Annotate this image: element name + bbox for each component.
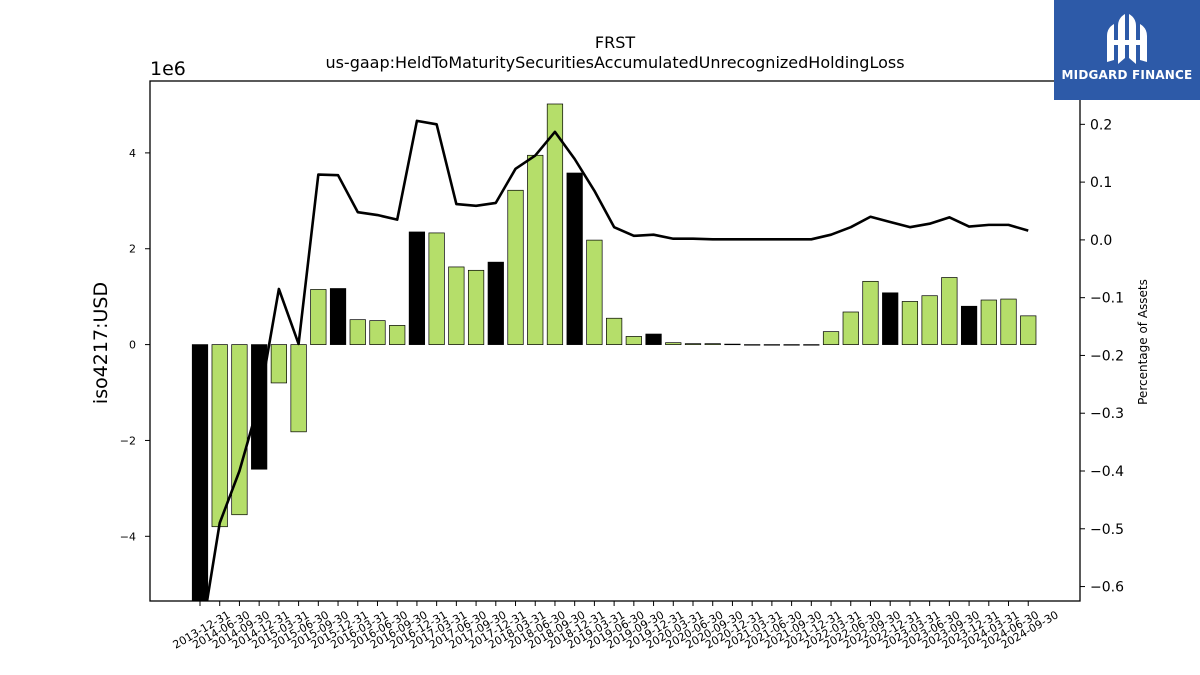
- bar-2022-06-30: [842, 311, 859, 345]
- y-tick-label: −4: [120, 530, 136, 543]
- bar-2022-03-31: [822, 331, 840, 345]
- y2-tick-label: 0.1: [1090, 175, 1112, 191]
- y2-tick-label: 0.0: [1090, 233, 1112, 249]
- bar-2017-06-30: [448, 266, 465, 345]
- bar-2021-12-31: [803, 344, 820, 346]
- y-tick-label: 4: [129, 147, 136, 160]
- bar-2017-03-31: [428, 232, 445, 345]
- y-multiplier-label: 1e6: [150, 58, 186, 80]
- bar-2023-06-30: [921, 295, 938, 345]
- bar-2021-06-30: [763, 344, 780, 346]
- y2-axis-label: Percentage of Assets: [1136, 279, 1150, 405]
- bar-2013-12-31: [191, 344, 209, 601]
- y2-tick-label: −0.4: [1090, 464, 1124, 480]
- bar-2018-03-31: [507, 189, 524, 345]
- bar-2021-09-30: [783, 344, 800, 346]
- bar-2015-06-30: [290, 344, 307, 433]
- percentage-line: [205, 119, 1029, 601]
- bar-2020-12-31: [724, 343, 741, 346]
- bar-2023-09-30: [941, 277, 958, 345]
- y-axis-label: iso4217:USD: [90, 282, 112, 404]
- y2-tick-label: −0.6: [1090, 580, 1124, 596]
- bar-2016-09-30: [389, 325, 406, 345]
- logo-text: MIDGARD FINANCE: [1061, 68, 1193, 82]
- y2-tick-label: −0.2: [1090, 348, 1124, 364]
- bar-2016-03-31: [349, 319, 366, 345]
- bar-2024-06-30: [1000, 298, 1017, 345]
- bar-2024-03-31: [980, 299, 997, 345]
- y2-tick-label: −0.3: [1090, 406, 1124, 422]
- y-axis: −4 −2 0 2 4: [120, 147, 150, 543]
- bar-2022-12-31: [882, 292, 899, 345]
- line-series: [205, 119, 1029, 601]
- bar-2017-12-31: [487, 261, 504, 345]
- bar-2018-12-31: [566, 172, 583, 345]
- y-tick-label: −2: [120, 434, 136, 447]
- bar-2021-03-31: [744, 344, 761, 346]
- bar-2024-09-30: [1020, 315, 1037, 345]
- y2-tick-label: 0.2: [1090, 117, 1112, 133]
- bar-2017-09-30: [467, 269, 485, 345]
- chart-title: FRST: [595, 33, 635, 52]
- bar-2020-06-30: [684, 343, 702, 345]
- y-tick-label: 2: [129, 243, 136, 256]
- bar-2014-06-30: [211, 344, 228, 528]
- midgard-logo: MIDGARD FINANCE: [1054, 0, 1200, 100]
- bar-2019-12-31: [645, 333, 662, 345]
- bar-2015-03-31: [270, 344, 287, 384]
- midgard-logo-icon: [1107, 14, 1147, 64]
- bar-2020-09-30: [704, 343, 721, 345]
- bar-2019-03-31: [586, 239, 603, 345]
- bar-2023-03-31: [901, 301, 919, 345]
- bar-2016-06-30: [369, 320, 386, 345]
- bar-2014-09-30: [231, 344, 248, 516]
- bar-2018-06-30: [527, 154, 544, 345]
- bar-2019-09-30: [625, 336, 642, 345]
- bar-2015-12-31: [329, 288, 347, 345]
- bar-2020-03-31: [665, 342, 682, 345]
- y2-tick-label: −0.5: [1090, 522, 1124, 538]
- chart-subtitle: us-gaap:HeldToMaturitySecuritiesAccumula…: [325, 53, 904, 72]
- plot-frame: [149, 80, 1081, 602]
- bar-series: [191, 103, 1037, 601]
- y2-axis: −0.6 −0.5 −0.4 −0.3 −0.2 −0.1 0.0 0.1 0.2: [1080, 117, 1124, 596]
- y2-tick-label: −0.1: [1090, 291, 1124, 307]
- x-axis: 2013-12-312014-06-302014-09-302014-12-31…: [171, 601, 1061, 652]
- bar-2022-09-30: [862, 280, 879, 345]
- y-tick-label: 0: [129, 339, 136, 352]
- bar-2023-12-31: [960, 305, 978, 345]
- bar-2018-09-30: [546, 103, 564, 345]
- bar-2015-09-30: [310, 289, 327, 345]
- bar-2016-12-31: [408, 231, 426, 345]
- bar-2019-06-30: [606, 317, 623, 345]
